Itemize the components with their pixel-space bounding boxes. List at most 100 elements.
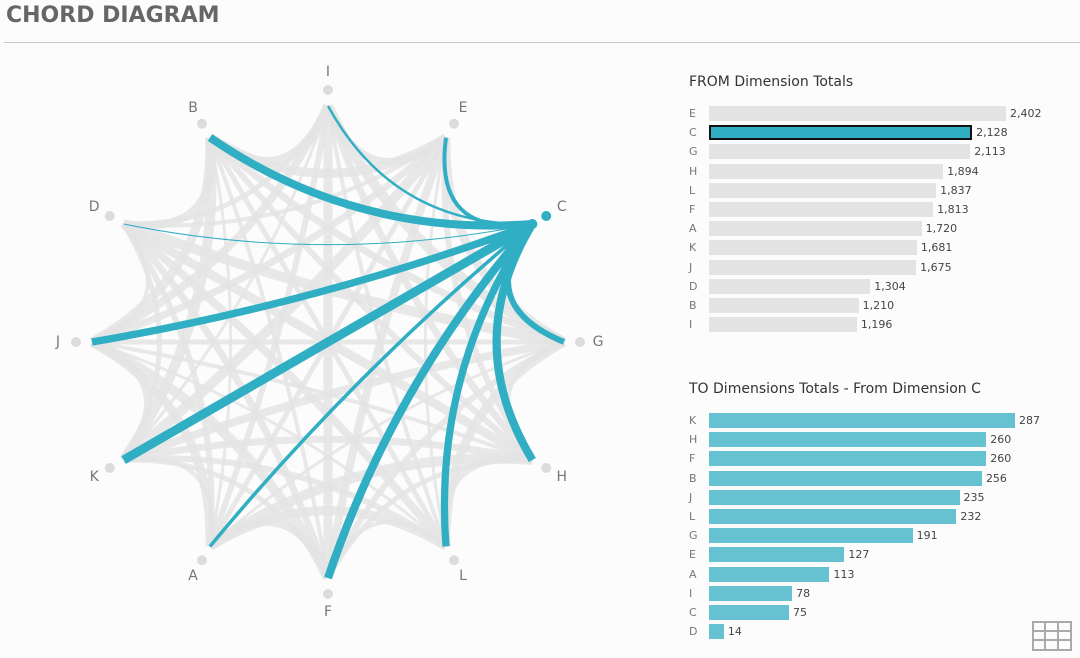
chord-link-G-B[interactable]	[207, 134, 566, 346]
bar[interactable]	[709, 144, 971, 160]
chord-link-A-D[interactable]	[121, 222, 215, 547]
chord-link-C-L[interactable]	[440, 221, 536, 547]
bar-row-E[interactable]: E 127	[689, 545, 1079, 564]
bar[interactable]	[709, 125, 973, 141]
bar[interactable]	[709, 182, 937, 198]
node-dot-K[interactable]	[104, 463, 115, 473]
bar-row-J[interactable]: J 235	[689, 488, 1079, 507]
bar-label: J	[689, 260, 693, 274]
bar[interactable]	[709, 509, 957, 524]
bar[interactable]	[709, 202, 934, 217]
bar[interactable]	[709, 605, 789, 620]
chord-link-G-F[interactable]	[325, 339, 566, 580]
bar-row-F[interactable]: F 1,813	[689, 200, 1079, 219]
chord-link-G-D[interactable]	[121, 219, 565, 347]
chord-link-D-B[interactable]	[123, 137, 216, 230]
bar[interactable]	[709, 585, 793, 601]
bar-row-H[interactable]: H 260	[689, 430, 1079, 449]
bar-value: 14	[727, 625, 742, 639]
selected-node-point[interactable]	[527, 219, 538, 229]
bar-row-B[interactable]: B 1,210	[689, 296, 1079, 315]
bar-value: 2,402	[1010, 107, 1042, 120]
bar-row-K[interactable]: K 1,681	[689, 238, 1079, 257]
bar-value: 113	[833, 567, 855, 581]
bar-row-L[interactable]: L 232	[689, 507, 1079, 526]
bar-row-H[interactable]: H 1,894	[689, 162, 1079, 181]
chord-link-L-D[interactable]	[121, 220, 450, 549]
bar-row-E[interactable]: E 2,402	[689, 104, 1079, 123]
bar-row-G[interactable]: G 2,113	[689, 142, 1079, 161]
bar[interactable]	[709, 547, 845, 563]
chord-link-C-J[interactable]	[91, 220, 534, 346]
bar-row-G[interactable]: G 191	[689, 526, 1079, 545]
chord-link-H-B[interactable]	[207, 135, 535, 463]
node-dot-F[interactable]	[323, 589, 333, 599]
node-dot-L[interactable]	[449, 555, 459, 566]
chord-link-C-A[interactable]	[208, 222, 534, 548]
chord-link-H-K[interactable]	[122, 435, 534, 464]
bar[interactable]	[709, 317, 857, 333]
bar[interactable]	[709, 163, 944, 179]
chord-link-I-A[interactable]	[207, 105, 331, 548]
node-label-G: G	[593, 334, 604, 350]
chord-link-C-D[interactable]	[123, 223, 533, 246]
chord-link-F-B[interactable]	[208, 136, 330, 579]
bar[interactable]	[709, 624, 724, 640]
bar[interactable]	[709, 240, 917, 256]
bar[interactable]	[709, 413, 1015, 428]
bar[interactable]	[709, 106, 1006, 121]
bar-value: 191	[916, 529, 938, 543]
bar[interactable]	[709, 298, 859, 313]
table-view-icon[interactable]	[1032, 621, 1072, 651]
bar[interactable]	[709, 528, 913, 544]
bar-row-K[interactable]: K 287	[689, 411, 1079, 430]
chord-link-C-F[interactable]	[324, 221, 536, 580]
node-dot-B[interactable]	[197, 118, 207, 129]
bar-label: G	[689, 145, 698, 159]
chord-link-A-B[interactable]	[208, 137, 233, 547]
bar-row-I[interactable]: I 78	[689, 584, 1079, 603]
node-dot-D[interactable]	[104, 211, 115, 221]
bar-row-D[interactable]: D 1,304	[689, 277, 1079, 296]
bar[interactable]	[709, 489, 960, 505]
bar-row-F[interactable]: F 260	[689, 449, 1079, 468]
chord-link-L-J[interactable]	[91, 340, 447, 548]
bar-row-D[interactable]: D 14	[689, 622, 1079, 641]
to-chart-title: TO Dimensions Totals - From Dimension C	[689, 381, 981, 397]
chord-link-L-K[interactable]	[123, 455, 448, 549]
bar[interactable]	[709, 432, 987, 448]
bar[interactable]	[709, 451, 987, 467]
bar-row-C[interactable]: C 2,128	[689, 123, 1079, 142]
bar-row-A[interactable]: A 113	[689, 565, 1079, 584]
node-dot-I[interactable]	[323, 85, 333, 95]
chord-diagram[interactable]: I E C G H L F A K J D B	[0, 50, 660, 658]
chord-link-E-H[interactable]	[441, 137, 535, 462]
bar-row-L[interactable]: L 1,837	[689, 181, 1079, 200]
bar-row-I[interactable]: I 1,196	[689, 315, 1079, 334]
chord-link-E-F[interactable]	[324, 136, 450, 579]
node-dot-J[interactable]	[71, 337, 81, 347]
bar-row-B[interactable]: B 256	[689, 469, 1079, 488]
node-dot-A[interactable]	[197, 555, 207, 566]
node-dot-C[interactable]	[541, 211, 552, 221]
node-dot-G[interactable]	[575, 337, 585, 347]
bar[interactable]	[709, 278, 871, 294]
bar[interactable]	[709, 259, 917, 275]
bar[interactable]	[709, 470, 982, 486]
node-dot-H[interactable]	[541, 463, 552, 473]
node-dot-E[interactable]	[449, 118, 459, 129]
chord-link-E-K[interactable]	[120, 134, 450, 464]
chord-link-G-K[interactable]	[122, 338, 565, 464]
bar-label: F	[689, 203, 696, 216]
chord-link-C-B[interactable]	[207, 134, 533, 230]
bar-label: E	[689, 107, 696, 120]
node-label-K: K	[90, 469, 100, 485]
bar-row-J[interactable]: J 1,675	[689, 258, 1079, 277]
chord-link-H-J[interactable]	[91, 340, 534, 462]
bar[interactable]	[709, 566, 830, 582]
chord-link-I-L[interactable]	[326, 105, 448, 548]
chord-link-C-K[interactable]	[121, 220, 535, 464]
bar[interactable]	[709, 221, 922, 237]
bar-row-C[interactable]: C 75	[689, 603, 1079, 622]
bar-row-A[interactable]: A 1,720	[689, 219, 1079, 238]
